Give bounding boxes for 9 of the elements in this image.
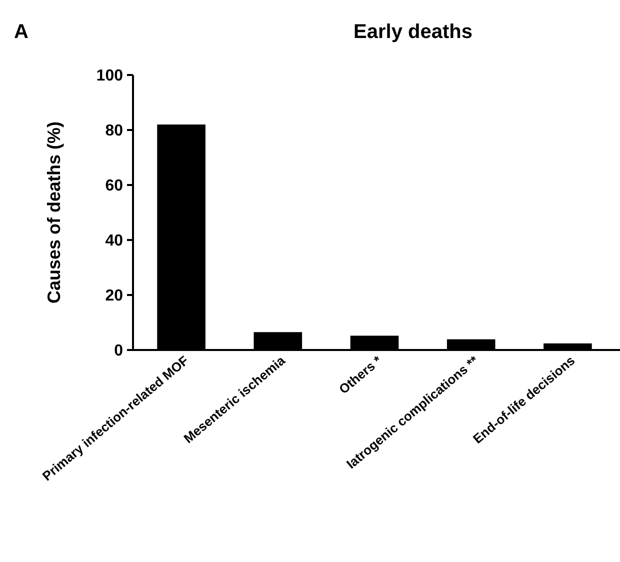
text: A: [14, 21, 28, 43]
y-tick-label: 20: [105, 288, 124, 305]
chart-title: Early deaths: [354, 21, 472, 43]
y-tick-label: 40: [105, 232, 124, 250]
y-tick-label: 80: [105, 122, 124, 140]
y-tick-label: 60: [105, 178, 124, 195]
y-axis-title: Causes of deaths (%): [44, 121, 64, 304]
y-tick-label: 100: [96, 68, 124, 85]
y-tick-label: 0: [114, 342, 124, 360]
